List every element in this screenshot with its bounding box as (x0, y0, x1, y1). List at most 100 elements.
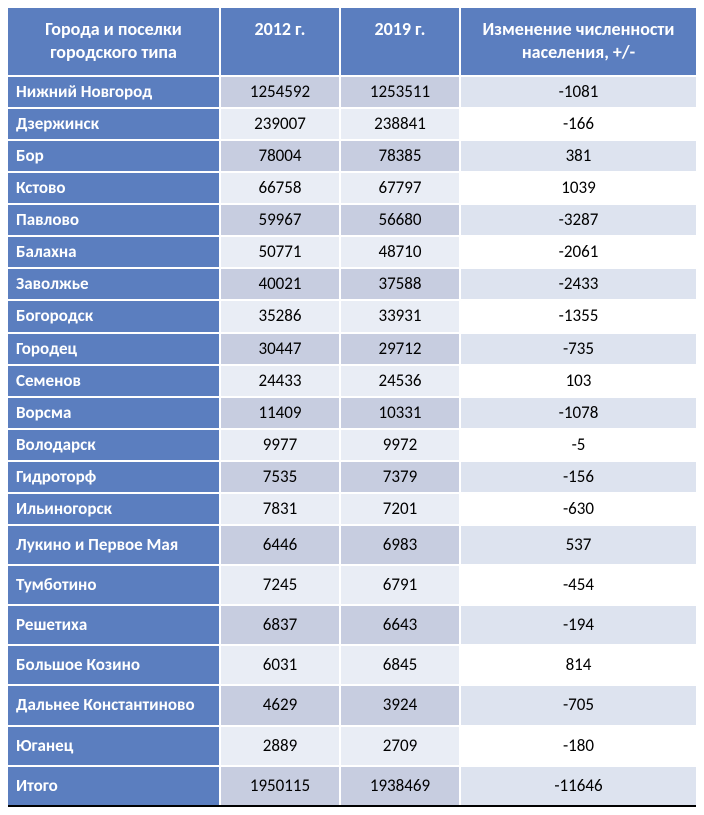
cell-delta: -194 (460, 605, 696, 645)
table-row: Гидроторф75357379-156 (8, 461, 696, 493)
cell-2019: 67797 (340, 172, 460, 204)
cell-city: Итого (8, 766, 220, 806)
cell-city: Дальнее Константиново (8, 685, 220, 725)
cell-2019: 1253511 (340, 76, 460, 108)
cell-2019: 7201 (340, 493, 460, 525)
cell-2012: 1950115 (220, 766, 340, 806)
cell-delta: -11646 (460, 766, 696, 806)
cell-delta: 103 (460, 365, 696, 397)
table-row: Итого19501151938469-11646 (8, 766, 696, 806)
cell-city: Ильиногорск (8, 493, 220, 525)
col-header-2019: 2019 г. (340, 8, 460, 76)
table-row: Володарск99779972-5 (8, 429, 696, 461)
cell-delta: -454 (460, 565, 696, 605)
cell-city: Павлово (8, 204, 220, 236)
table-row: Заволжье4002137588-2433 (8, 268, 696, 300)
cell-2012: 50771 (220, 236, 340, 268)
table-row: Семенов2443324536103 (8, 365, 696, 397)
table-row: Дальнее Константиново46293924-705 (8, 685, 696, 725)
cell-city: Богородск (8, 300, 220, 332)
cell-city: Кстово (8, 172, 220, 204)
col-header-city: Города и поселки городского типа (8, 8, 220, 76)
cell-delta: -630 (460, 493, 696, 525)
cell-2012: 4629 (220, 685, 340, 725)
cell-delta: -166 (460, 108, 696, 140)
cell-2019: 10331 (340, 397, 460, 429)
cell-2019: 6643 (340, 605, 460, 645)
cell-2019: 24536 (340, 365, 460, 397)
table-row: Большое Козино60316845814 (8, 645, 696, 685)
cell-2012: 239007 (220, 108, 340, 140)
cell-2019: 238841 (340, 108, 460, 140)
population-table: Города и поселки городского типа 2012 г.… (8, 8, 696, 807)
table-row: Богородск3528633931-1355 (8, 300, 696, 332)
table-row: Дзержинск239007238841-166 (8, 108, 696, 140)
cell-delta: -3287 (460, 204, 696, 236)
cell-2012: 24433 (220, 365, 340, 397)
cell-delta: -1355 (460, 300, 696, 332)
table-row: Юганец28892709-180 (8, 726, 696, 766)
cell-delta: 381 (460, 140, 696, 172)
table-row: Тумботино72456791-454 (8, 565, 696, 605)
table-row: Лукино и Первое Мая64466983537 (8, 525, 696, 565)
table-body: Нижний Новгород12545921253511-1081Дзержи… (8, 76, 696, 806)
cell-2019: 3924 (340, 685, 460, 725)
cell-city: Бор (8, 140, 220, 172)
cell-2012: 6031 (220, 645, 340, 685)
cell-2012: 2889 (220, 726, 340, 766)
cell-2019: 56680 (340, 204, 460, 236)
cell-city: Дзержинск (8, 108, 220, 140)
table-row: Бор7800478385381 (8, 140, 696, 172)
cell-2019: 1938469 (340, 766, 460, 806)
cell-2012: 6837 (220, 605, 340, 645)
cell-2012: 40021 (220, 268, 340, 300)
cell-city: Гидроторф (8, 461, 220, 493)
table-row: Ворсма1140910331-1078 (8, 397, 696, 429)
cell-2012: 1254592 (220, 76, 340, 108)
table-row: Нижний Новгород12545921253511-1081 (8, 76, 696, 108)
cell-delta: -1078 (460, 397, 696, 429)
table-row: Балахна5077148710-2061 (8, 236, 696, 268)
cell-delta: 1039 (460, 172, 696, 204)
cell-delta: -735 (460, 333, 696, 365)
table-row: Павлово5996756680-3287 (8, 204, 696, 236)
cell-2012: 7535 (220, 461, 340, 493)
cell-2012: 35286 (220, 300, 340, 332)
cell-city: Нижний Новгород (8, 76, 220, 108)
cell-2012: 78004 (220, 140, 340, 172)
cell-2019: 2709 (340, 726, 460, 766)
cell-2019: 48710 (340, 236, 460, 268)
cell-2019: 6845 (340, 645, 460, 685)
col-header-delta: Изменение численности населения, +/- (460, 8, 696, 76)
table-row: Кстово66758677971039 (8, 172, 696, 204)
cell-2012: 6446 (220, 525, 340, 565)
table-header-row: Города и поселки городского типа 2012 г.… (8, 8, 696, 76)
cell-city: Ворсма (8, 397, 220, 429)
cell-2019: 9972 (340, 429, 460, 461)
cell-city: Городец (8, 333, 220, 365)
cell-2012: 9977 (220, 429, 340, 461)
cell-2019: 33931 (340, 300, 460, 332)
cell-city: Юганец (8, 726, 220, 766)
cell-2019: 6983 (340, 525, 460, 565)
cell-2012: 30447 (220, 333, 340, 365)
cell-2019: 7379 (340, 461, 460, 493)
cell-2019: 6791 (340, 565, 460, 605)
cell-delta: -180 (460, 726, 696, 766)
cell-city: Балахна (8, 236, 220, 268)
cell-2019: 29712 (340, 333, 460, 365)
cell-delta: -156 (460, 461, 696, 493)
cell-city: Семенов (8, 365, 220, 397)
cell-2012: 11409 (220, 397, 340, 429)
cell-delta: -2061 (460, 236, 696, 268)
cell-delta: 537 (460, 525, 696, 565)
table-row: Ильиногорск78317201-630 (8, 493, 696, 525)
cell-2019: 78385 (340, 140, 460, 172)
cell-delta: -5 (460, 429, 696, 461)
cell-delta: -1081 (460, 76, 696, 108)
cell-city: Володарск (8, 429, 220, 461)
cell-delta: -705 (460, 685, 696, 725)
cell-city: Заволжье (8, 268, 220, 300)
table-row: Решетиха68376643-194 (8, 605, 696, 645)
cell-delta: 814 (460, 645, 696, 685)
